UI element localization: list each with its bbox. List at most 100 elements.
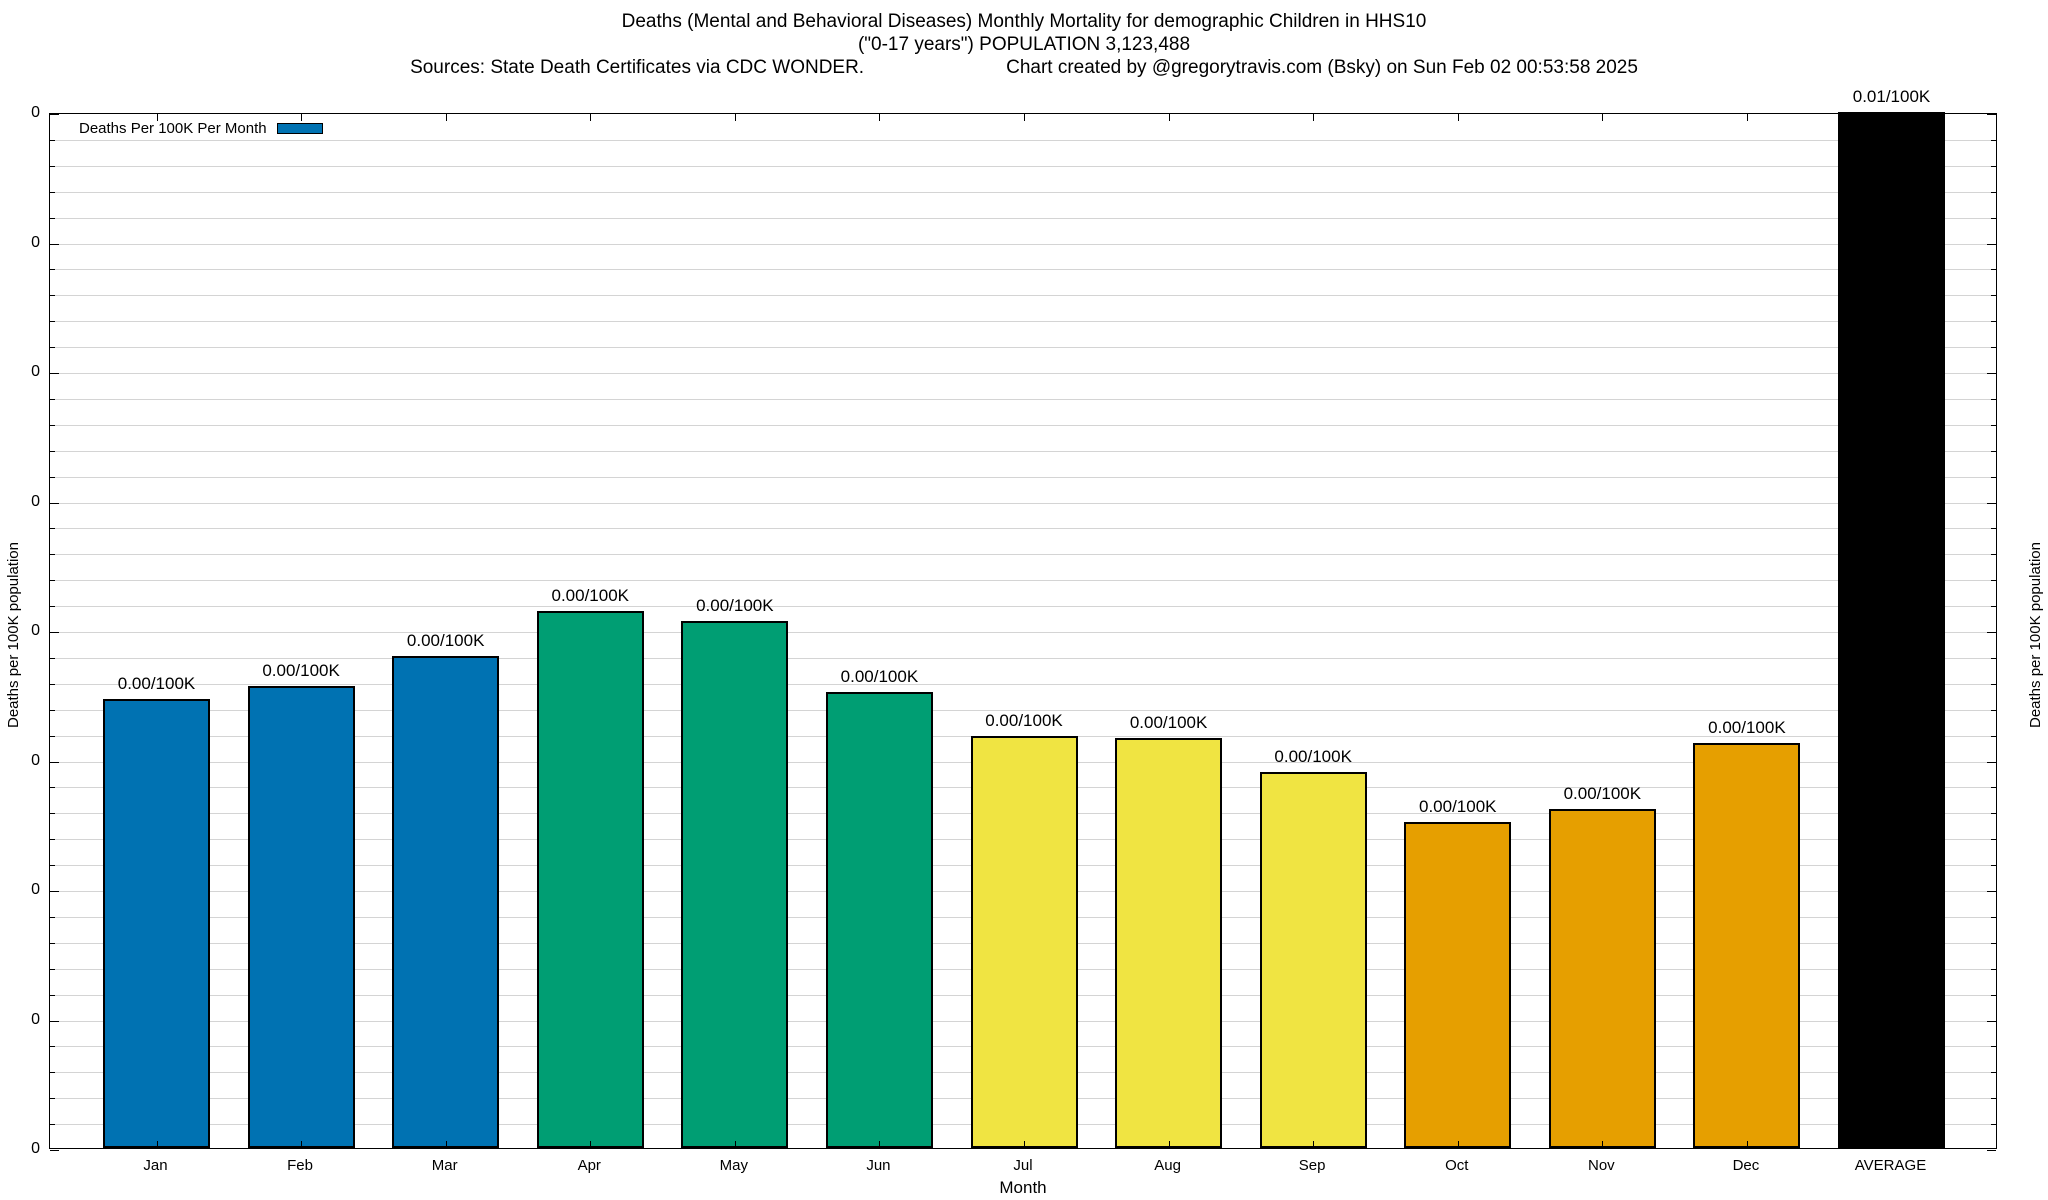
bar-feb bbox=[247, 686, 355, 1148]
y-tick-label: 0 bbox=[31, 492, 40, 510]
minor-gridline bbox=[50, 580, 1996, 582]
bar-value-label: 0.00/100K bbox=[1418, 797, 1497, 816]
x-tick-label-feb: Feb bbox=[287, 1157, 313, 1174]
y-tick-right bbox=[1991, 217, 1996, 219]
y-tick-right bbox=[1991, 735, 1996, 737]
y-tick-left bbox=[50, 191, 55, 193]
x-tick-bottom bbox=[590, 1141, 592, 1148]
minor-gridline bbox=[50, 398, 1996, 400]
y-tick-left bbox=[50, 295, 55, 297]
x-tick-label-apr: Apr bbox=[577, 1157, 601, 1174]
y-tick-left bbox=[50, 347, 55, 349]
bar-value-label: 0.00/100K bbox=[406, 631, 485, 650]
title-line-3: Sources: State Death Certificates via CD… bbox=[0, 56, 2048, 79]
y-tick-right bbox=[1987, 502, 1996, 504]
y-tick-left bbox=[50, 916, 55, 918]
bar-jan bbox=[103, 699, 210, 1148]
major-gridline bbox=[50, 632, 1996, 633]
y-tick-right bbox=[1987, 1150, 1996, 1151]
y-tick-right bbox=[1991, 295, 1996, 297]
y-tick-label: 0 bbox=[31, 1140, 40, 1157]
bar-value-label: 0.01/100K bbox=[1852, 87, 1931, 106]
y-tick-right bbox=[1991, 968, 1996, 970]
sources-text: Sources: State Death Certificates via CD… bbox=[410, 57, 865, 78]
bar-mar bbox=[392, 656, 500, 1148]
x-tick-bottom bbox=[1891, 1141, 1893, 1148]
y-tick-right bbox=[1991, 165, 1996, 167]
x-tick-top bbox=[301, 114, 303, 121]
y-tick-left bbox=[50, 657, 55, 659]
y-tick-right bbox=[1987, 373, 1996, 374]
x-tick-top bbox=[156, 114, 158, 121]
y-tick-label: 0 bbox=[31, 363, 40, 380]
bar-aug bbox=[1115, 738, 1223, 1148]
x-tick-bottom bbox=[1313, 1141, 1315, 1148]
y-tick-right bbox=[1991, 580, 1996, 582]
x-tick-label-oct: Oct bbox=[1445, 1157, 1469, 1174]
x-tick-bottom bbox=[734, 1141, 736, 1148]
minor-gridline bbox=[50, 450, 1996, 452]
y-tick-right bbox=[1991, 398, 1996, 400]
y-tick-right bbox=[1991, 554, 1996, 556]
bar-dec bbox=[1693, 743, 1801, 1148]
y-tick-right bbox=[1991, 139, 1996, 141]
y-tick-right bbox=[1991, 709, 1996, 711]
legend-swatch bbox=[276, 122, 323, 134]
minor-gridline bbox=[50, 554, 1996, 556]
y-tick-right bbox=[1991, 476, 1996, 478]
x-tick-top bbox=[734, 114, 736, 121]
x-tick-bottom bbox=[879, 1141, 881, 1148]
bar-value-label: 0.00/100K bbox=[1708, 718, 1786, 737]
x-tick-bottom bbox=[301, 1141, 303, 1148]
y-tick-left bbox=[50, 243, 59, 245]
y-tick-left bbox=[50, 1150, 59, 1151]
y-tick-right bbox=[1987, 1020, 1996, 1022]
minor-gridline bbox=[50, 657, 1996, 659]
y-tick-right bbox=[1991, 657, 1996, 659]
y-tick-right bbox=[1991, 916, 1996, 918]
y-tick-right bbox=[1991, 839, 1996, 841]
y-tick-left bbox=[50, 968, 55, 970]
y-tick-right bbox=[1991, 865, 1996, 867]
y-tick-left bbox=[50, 761, 59, 763]
y-tick-left bbox=[50, 165, 55, 167]
legend: Deaths Per 100K Per Month bbox=[79, 118, 323, 138]
y-tick-label: 0 bbox=[31, 881, 40, 898]
x-tick-top bbox=[879, 114, 881, 121]
y-tick-right bbox=[1987, 243, 1996, 245]
major-gridline bbox=[50, 373, 1996, 374]
bar-apr bbox=[536, 611, 644, 1148]
x-tick-bottom bbox=[445, 1141, 447, 1148]
x-tick-label-jul: Jul bbox=[1013, 1157, 1033, 1174]
y-tick-right bbox=[1991, 1124, 1996, 1126]
y-tick-label: 0 bbox=[31, 622, 40, 639]
minor-gridline bbox=[50, 606, 1996, 608]
y-tick-right bbox=[1991, 450, 1996, 452]
y-tick-left bbox=[50, 606, 55, 608]
y-tick-left bbox=[50, 450, 55, 452]
y-tick-left bbox=[50, 321, 55, 323]
x-tick-label-nov: Nov bbox=[1587, 1157, 1615, 1174]
y-tick-left bbox=[50, 217, 55, 219]
x-tick-label-jun: Jun bbox=[866, 1157, 891, 1174]
y-tick-left bbox=[50, 839, 55, 841]
y-tick-left bbox=[50, 813, 55, 815]
y-tick-left bbox=[50, 994, 55, 996]
bar-may bbox=[681, 621, 789, 1148]
y-tick-left bbox=[50, 891, 59, 892]
y-tick-left bbox=[50, 787, 55, 789]
y-tick-right bbox=[1991, 606, 1996, 608]
minor-gridline bbox=[50, 295, 1996, 297]
minor-gridline bbox=[50, 424, 1996, 426]
y-tick-left bbox=[50, 865, 55, 867]
y-tick-left bbox=[50, 269, 55, 271]
x-tick-label-mar: Mar bbox=[431, 1157, 458, 1174]
x-tick-top bbox=[1457, 114, 1459, 121]
bar-value-label: 0.00/100K bbox=[985, 711, 1063, 730]
y-tick-label: 0 bbox=[31, 1010, 40, 1028]
x-tick-top bbox=[445, 114, 447, 121]
y-tick-right bbox=[1991, 528, 1996, 530]
y-tick-right bbox=[1991, 269, 1996, 271]
chart-title-block: Deaths (Mental and Behavioral Diseases) … bbox=[0, 10, 2048, 79]
plot-area: Deaths Per 100K Per Month 0.00/100K 0.00/… bbox=[49, 87, 1997, 1151]
